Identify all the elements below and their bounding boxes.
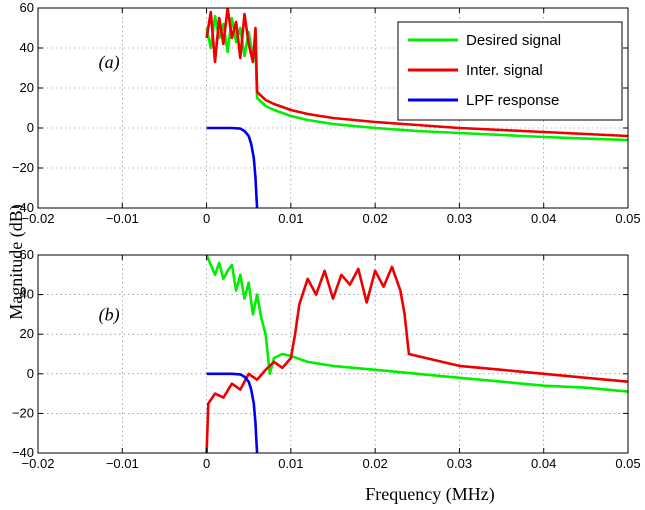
y-tick-label: 40 [20,287,34,302]
y-tick-label: 20 [20,80,34,95]
y-axis-label: Magnitude (dB) [6,204,27,319]
y-tick-label: 40 [20,40,34,55]
x-tick-label: −0.01 [106,456,139,471]
legend-box [397,21,623,121]
y-tick-label: 0 [27,120,34,135]
x-tick-label: 0.02 [362,456,387,471]
x-tick-label: 0.04 [531,211,556,226]
panel-label: (b) [99,304,120,325]
x-tick-label: −0.01 [106,211,139,226]
x-tick-label: 0.02 [362,211,387,226]
plot-frame [37,7,629,209]
x-tick-label: −0.02 [22,456,55,471]
series-line-lpf-response [206,126,259,208]
y-tick-label: 60 [20,247,34,262]
x-tick-label: 0.03 [447,211,472,226]
y-tick-label: −40 [12,200,34,215]
x-tick-label: 0 [203,456,210,471]
y-tick-label: 20 [20,326,34,341]
panel-b: −0.02 −0.01 0 0.01 0.02 0.03 0.04 0.05 60 40 20 0 −2… [12,247,641,471]
series-line-inter-signal [205,8,628,138]
panel-label: (a) [99,52,120,73]
series-line-inter-signal [205,265,628,453]
legend-entry: Inter. signal [466,62,543,79]
y-tick-label: 0 [27,366,34,381]
series-line-lpf-response [206,372,259,453]
legend-entry: LPF response [466,92,559,109]
x-tick-label: 0.04 [531,456,556,471]
y-tick-label: −40 [12,445,34,460]
plot-frame [37,254,629,454]
legend-entry: Desired signal [466,32,561,49]
panel-a: −0.02 −0.01 0 0.01 0.02 0.03 0.04 0.05 60 40 20 0 −2… [12,0,641,226]
x-tick-label: −0.02 [22,211,55,226]
y-tick-label: −20 [12,405,34,420]
x-tick-label: 0.01 [278,211,303,226]
y-tick-label: −20 [12,160,34,175]
x-tick-label: 0.03 [447,456,472,471]
y-tick-label: 60 [20,0,34,15]
x-axis-label: Frequency (MHz) [365,484,494,505]
x-tick-label: 0.05 [615,456,640,471]
series-line-desired-signal [205,255,628,393]
x-tick-label: 0.01 [278,456,303,471]
x-tick-label: 0.05 [615,211,640,226]
legend: Desired signal Inter. signal LPF response [397,21,623,121]
x-tick-label: 0 [203,211,210,226]
